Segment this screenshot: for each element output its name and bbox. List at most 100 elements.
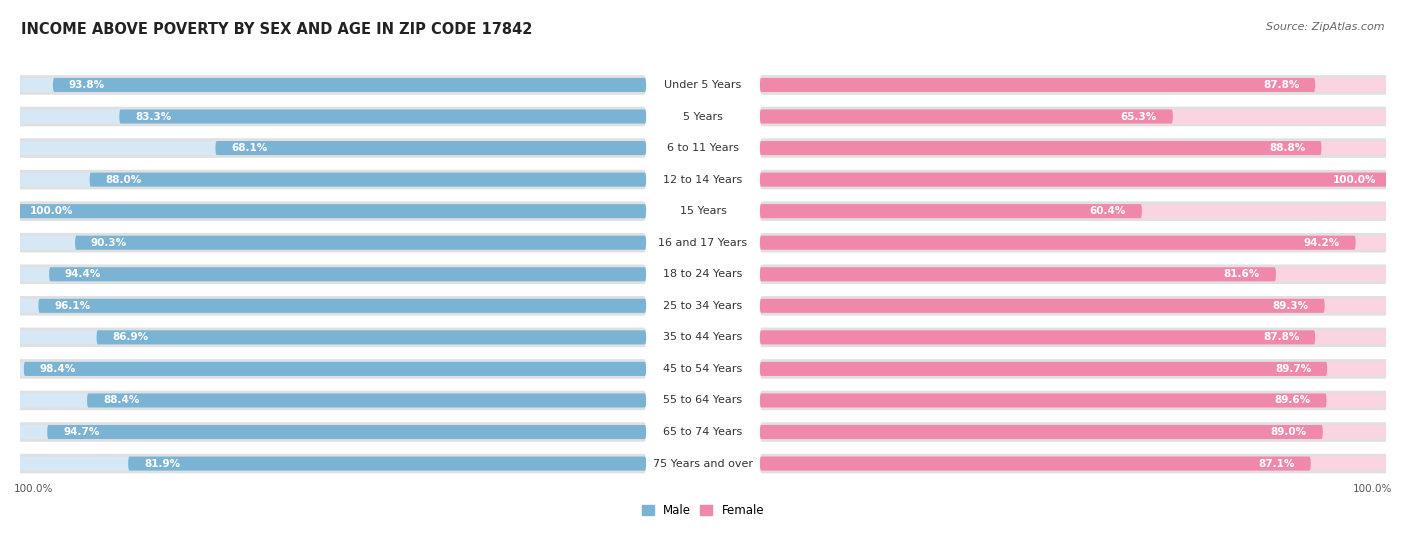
FancyBboxPatch shape	[14, 173, 647, 187]
Text: 75 Years and over: 75 Years and over	[652, 458, 754, 468]
Text: 12 to 14 Years: 12 to 14 Years	[664, 174, 742, 184]
Text: 94.4%: 94.4%	[65, 269, 101, 280]
FancyBboxPatch shape	[759, 110, 1173, 124]
FancyBboxPatch shape	[759, 78, 1392, 92]
Text: 45 to 54 Years: 45 to 54 Years	[664, 364, 742, 374]
Text: 88.0%: 88.0%	[105, 174, 142, 184]
Text: 93.8%: 93.8%	[69, 80, 105, 90]
FancyBboxPatch shape	[759, 173, 1392, 187]
FancyBboxPatch shape	[14, 328, 647, 347]
FancyBboxPatch shape	[759, 394, 1326, 408]
FancyBboxPatch shape	[759, 425, 1323, 439]
FancyBboxPatch shape	[759, 107, 1392, 126]
FancyBboxPatch shape	[90, 173, 647, 187]
Text: 100.0%: 100.0%	[14, 484, 53, 494]
Text: 94.2%: 94.2%	[1303, 238, 1340, 248]
FancyBboxPatch shape	[759, 141, 1392, 155]
FancyBboxPatch shape	[759, 236, 1355, 250]
FancyBboxPatch shape	[759, 201, 1392, 221]
Text: 18 to 24 Years: 18 to 24 Years	[664, 269, 742, 280]
FancyBboxPatch shape	[759, 78, 1315, 92]
Text: 100.0%: 100.0%	[1353, 484, 1392, 494]
FancyBboxPatch shape	[759, 330, 1392, 344]
Text: 94.7%: 94.7%	[63, 427, 100, 437]
Text: 88.8%: 88.8%	[1270, 143, 1306, 153]
Text: 87.8%: 87.8%	[1263, 80, 1299, 90]
Text: 68.1%: 68.1%	[231, 143, 267, 153]
Text: Under 5 Years: Under 5 Years	[665, 80, 741, 90]
FancyBboxPatch shape	[759, 359, 1392, 378]
FancyBboxPatch shape	[759, 110, 1392, 124]
FancyBboxPatch shape	[14, 141, 647, 155]
FancyBboxPatch shape	[75, 236, 647, 250]
FancyBboxPatch shape	[759, 425, 1392, 439]
FancyBboxPatch shape	[759, 138, 1392, 158]
Text: 89.3%: 89.3%	[1272, 301, 1309, 311]
FancyBboxPatch shape	[14, 170, 647, 190]
FancyBboxPatch shape	[759, 422, 1392, 442]
FancyBboxPatch shape	[14, 296, 647, 316]
FancyBboxPatch shape	[759, 267, 1275, 281]
FancyBboxPatch shape	[48, 425, 647, 439]
Text: INCOME ABOVE POVERTY BY SEX AND AGE IN ZIP CODE 17842: INCOME ABOVE POVERTY BY SEX AND AGE IN Z…	[21, 22, 533, 37]
FancyBboxPatch shape	[14, 204, 647, 218]
FancyBboxPatch shape	[14, 457, 647, 471]
FancyBboxPatch shape	[14, 391, 647, 410]
FancyBboxPatch shape	[759, 457, 1310, 471]
FancyBboxPatch shape	[14, 78, 647, 92]
FancyBboxPatch shape	[14, 299, 647, 313]
FancyBboxPatch shape	[87, 394, 647, 408]
Text: 5 Years: 5 Years	[683, 111, 723, 121]
Text: 90.3%: 90.3%	[91, 238, 127, 248]
Text: 60.4%: 60.4%	[1090, 206, 1126, 216]
FancyBboxPatch shape	[759, 236, 1392, 250]
FancyBboxPatch shape	[759, 362, 1392, 376]
FancyBboxPatch shape	[53, 78, 647, 92]
Text: 87.1%: 87.1%	[1258, 458, 1295, 468]
FancyBboxPatch shape	[759, 394, 1392, 408]
FancyBboxPatch shape	[14, 201, 647, 221]
FancyBboxPatch shape	[759, 267, 1392, 281]
FancyBboxPatch shape	[759, 330, 1315, 344]
FancyBboxPatch shape	[759, 204, 1392, 218]
FancyBboxPatch shape	[14, 138, 647, 158]
Text: 65.3%: 65.3%	[1121, 111, 1157, 121]
Text: 81.9%: 81.9%	[143, 458, 180, 468]
FancyBboxPatch shape	[759, 141, 1322, 155]
Text: 100.0%: 100.0%	[1333, 174, 1376, 184]
FancyBboxPatch shape	[759, 391, 1392, 410]
FancyBboxPatch shape	[759, 362, 1327, 376]
FancyBboxPatch shape	[14, 233, 647, 253]
FancyBboxPatch shape	[14, 425, 647, 439]
FancyBboxPatch shape	[759, 296, 1392, 316]
Text: 88.4%: 88.4%	[103, 395, 139, 405]
Text: 89.7%: 89.7%	[1275, 364, 1312, 374]
Text: Source: ZipAtlas.com: Source: ZipAtlas.com	[1267, 22, 1385, 32]
FancyBboxPatch shape	[215, 141, 647, 155]
Text: 6 to 11 Years: 6 to 11 Years	[666, 143, 740, 153]
FancyBboxPatch shape	[759, 299, 1392, 313]
Text: 87.8%: 87.8%	[1263, 333, 1299, 342]
FancyBboxPatch shape	[49, 267, 647, 281]
FancyBboxPatch shape	[14, 422, 647, 442]
FancyBboxPatch shape	[759, 170, 1392, 190]
FancyBboxPatch shape	[14, 264, 647, 284]
Text: 81.6%: 81.6%	[1223, 269, 1260, 280]
Text: 25 to 34 Years: 25 to 34 Years	[664, 301, 742, 311]
FancyBboxPatch shape	[759, 233, 1392, 253]
Legend: Male, Female: Male, Female	[637, 499, 769, 522]
Text: 89.6%: 89.6%	[1275, 395, 1310, 405]
FancyBboxPatch shape	[97, 330, 647, 344]
FancyBboxPatch shape	[38, 299, 647, 313]
FancyBboxPatch shape	[14, 107, 647, 126]
FancyBboxPatch shape	[759, 264, 1392, 284]
FancyBboxPatch shape	[14, 110, 647, 124]
Text: 65 to 74 Years: 65 to 74 Years	[664, 427, 742, 437]
Text: 35 to 44 Years: 35 to 44 Years	[664, 333, 742, 342]
Text: 96.1%: 96.1%	[55, 301, 90, 311]
FancyBboxPatch shape	[24, 362, 647, 376]
Text: 86.9%: 86.9%	[112, 333, 149, 342]
FancyBboxPatch shape	[14, 75, 647, 94]
FancyBboxPatch shape	[759, 328, 1392, 347]
FancyBboxPatch shape	[759, 454, 1392, 473]
